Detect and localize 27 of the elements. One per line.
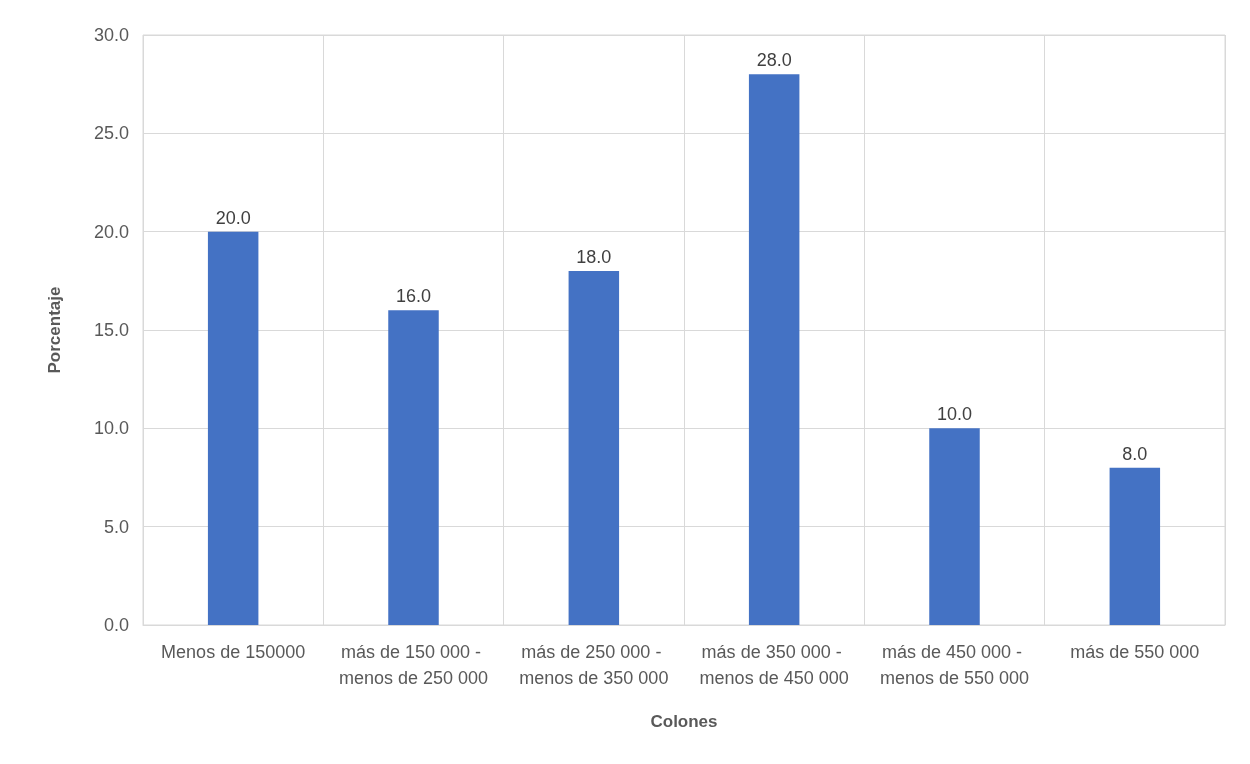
x-tick-label: más de 350 000 - menos de 450 000 (699, 642, 849, 688)
y-tick-label: 0.0 (103, 615, 129, 635)
x-axis-title: Colones (650, 712, 718, 731)
bar (748, 74, 800, 625)
y-tick-label: 20.0 (93, 221, 129, 242)
bar (388, 310, 439, 625)
y-axis-title: Porcentaje (45, 286, 64, 374)
data-label: 18.0 (576, 247, 612, 267)
bar (207, 231, 259, 625)
data-label: 20.0 (215, 207, 251, 228)
x-tick-label: más de 450 000 - menos de 550 000 (879, 642, 1030, 688)
bar (929, 428, 980, 625)
data-label: 8.0 (1122, 443, 1148, 464)
y-tick-label: 25.0 (93, 123, 129, 144)
data-label: 28.0 (756, 50, 792, 71)
bar (568, 271, 620, 625)
data-label: 16.0 (395, 286, 432, 307)
y-tick-label: 5.0 (103, 516, 129, 537)
x-tick-label: Menos de 150000 (161, 642, 306, 662)
y-tick-label: 15.0 (93, 320, 129, 340)
x-tick-label: más de 550 000 (1070, 642, 1200, 662)
bar (1109, 467, 1161, 625)
x-tick-label: más de 250 000 - menos de 350 000 (519, 642, 669, 688)
x-tick-label: más de 150 000 - menos de 250 000 (338, 642, 489, 688)
data-label: 10.0 (936, 404, 973, 425)
y-tick-label: 30.0 (93, 25, 129, 45)
y-tick-label: 10.0 (93, 418, 129, 439)
